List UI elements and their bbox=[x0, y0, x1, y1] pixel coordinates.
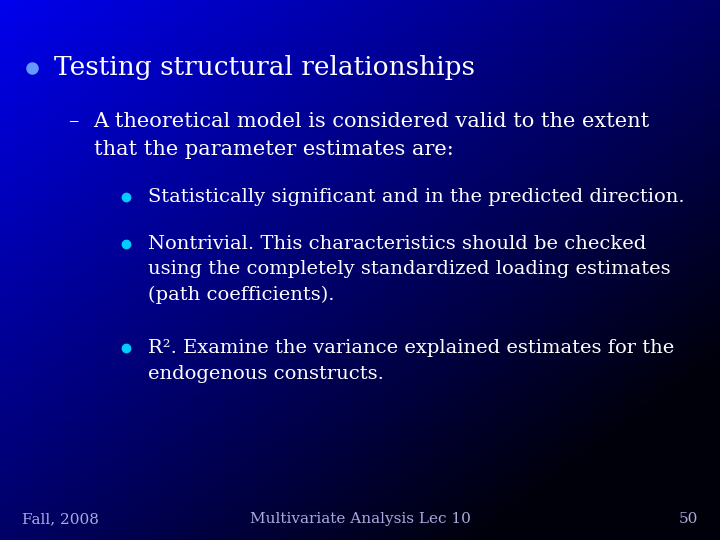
Text: 50: 50 bbox=[679, 512, 698, 526]
Text: (path coefficients).: (path coefficients). bbox=[148, 286, 334, 303]
Text: Statistically significant and in the predicted direction.: Statistically significant and in the pre… bbox=[148, 188, 684, 206]
Text: endogenous constructs.: endogenous constructs. bbox=[148, 364, 384, 382]
Text: A theoretical model is considered valid to the extent: A theoretical model is considered valid … bbox=[94, 112, 650, 131]
Text: Fall, 2008: Fall, 2008 bbox=[22, 512, 99, 526]
Text: using the completely standardized loading estimates: using the completely standardized loadin… bbox=[148, 260, 670, 278]
Text: Nontrivial. This characteristics should be checked: Nontrivial. This characteristics should … bbox=[148, 235, 646, 253]
Text: –: – bbox=[68, 112, 78, 131]
Text: that the parameter estimates are:: that the parameter estimates are: bbox=[94, 140, 454, 159]
Text: Multivariate Analysis Lec 10: Multivariate Analysis Lec 10 bbox=[250, 512, 470, 526]
Text: R². Examine the variance explained estimates for the: R². Examine the variance explained estim… bbox=[148, 339, 674, 357]
Text: Testing structural relationships: Testing structural relationships bbox=[54, 55, 475, 80]
